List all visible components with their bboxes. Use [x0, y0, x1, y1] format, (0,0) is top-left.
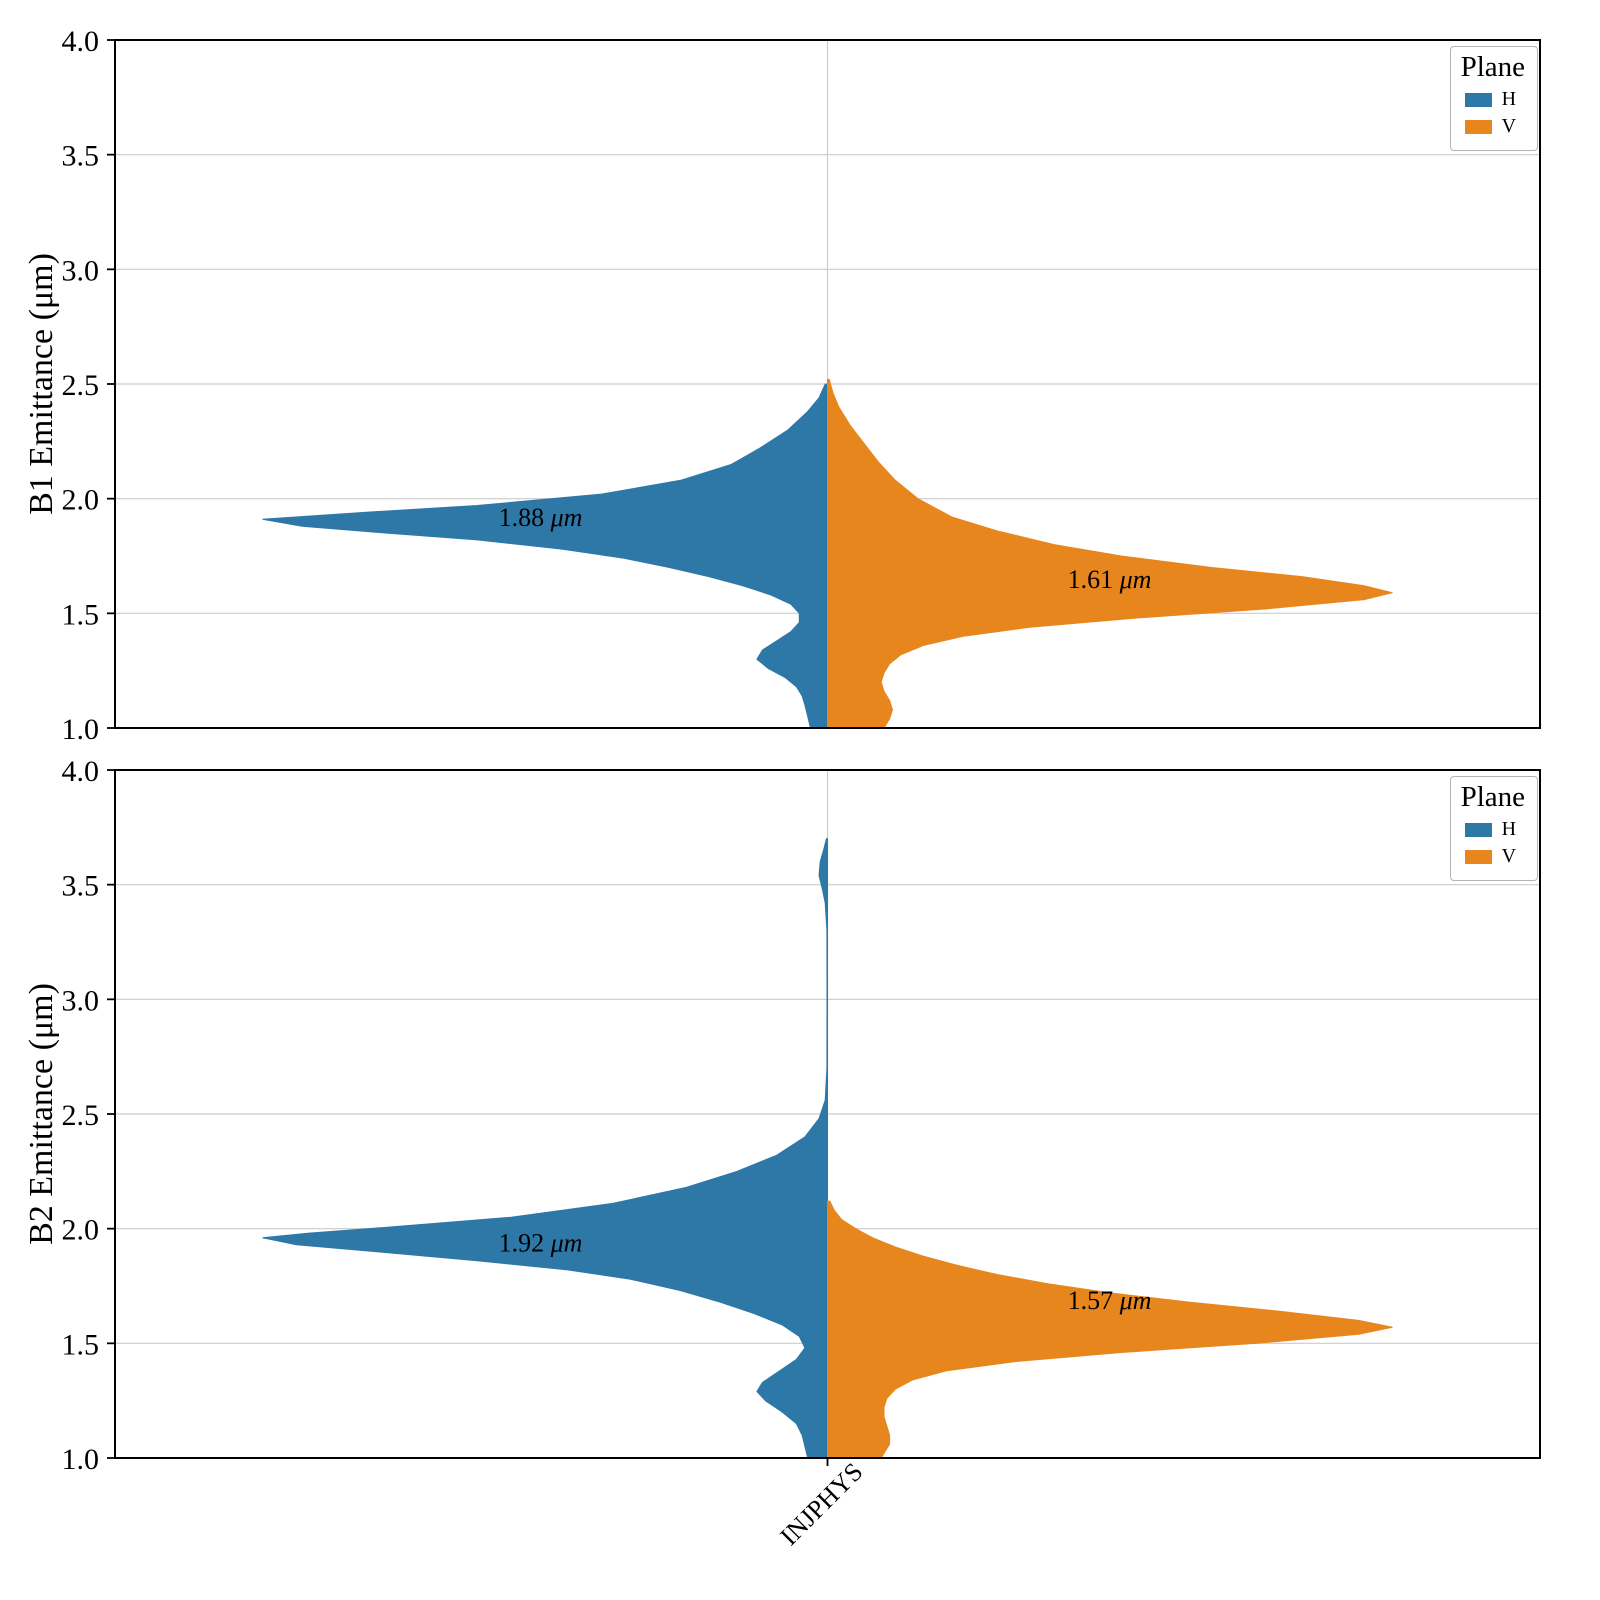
violin-v	[827, 1200, 1393, 1459]
y-tick-label: 1.0	[62, 1443, 100, 1476]
y-tick-label: 1.5	[62, 598, 100, 631]
y-tick-label: 3.5	[62, 870, 100, 903]
y-tick-label: 2.0	[62, 484, 100, 517]
y-tick-label: 2.5	[62, 369, 100, 402]
legend-label-h: H	[1501, 88, 1517, 110]
violin-h	[262, 838, 828, 1459]
legend-label-v: V	[1501, 115, 1517, 137]
y-tick-label: 3.0	[62, 254, 100, 287]
legend-entry-h: H	[1464, 818, 1525, 841]
violin-h	[262, 383, 828, 729]
x-tick-label: INJPHYS	[774, 1457, 868, 1551]
y-tick-label: 4.0	[62, 755, 100, 788]
y-tick-label: 2.0	[62, 1214, 100, 1247]
legend-title: Plane	[1460, 781, 1525, 813]
violin-v	[827, 378, 1393, 729]
y-tick-label: 3.0	[62, 984, 100, 1017]
y-tick-label: 1.5	[62, 1328, 100, 1361]
legend-swatch-v-icon	[1464, 119, 1492, 134]
legend-swatch-h-icon	[1464, 92, 1492, 107]
legend-entry-v: V	[1464, 115, 1525, 138]
legend-plot2: Plane H V	[1449, 776, 1538, 881]
mean-annotation-v: 1.57 μm	[1068, 1286, 1152, 1315]
legend-entry-h: H	[1464, 88, 1525, 111]
legend-swatch-v-icon	[1464, 849, 1492, 864]
mean-annotation-h: 1.92 μm	[499, 1228, 583, 1257]
subplot-1: 4.0 3.5 3.0 2.5 2.0 1.5 1.0 1.88 μm 1.61 μm	[62, 25, 1541, 746]
legend-plot1: Plane H V	[1449, 46, 1538, 151]
y-tick-label: 4.0	[62, 25, 100, 58]
legend-entry-v: V	[1464, 845, 1525, 868]
legend-title: Plane	[1460, 51, 1525, 83]
legend-label-h: H	[1501, 818, 1517, 840]
y-axis-label-b2: B2 Emittance (μm)	[23, 983, 60, 1245]
mean-annotation-h: 1.88 μm	[499, 503, 583, 532]
y-tick-label: 2.5	[62, 1099, 100, 1132]
legend-label-v: V	[1501, 845, 1517, 867]
y-tick-label: 3.5	[62, 140, 100, 173]
subplot-2: 4.0 3.5 3.0 2.5 2.0 1.5 1.0 1.92 μm 1.57 μm INJPH…	[62, 755, 1541, 1551]
y-axis-label-b1: B1 Emittance (μm)	[23, 253, 60, 515]
legend-swatch-h-icon	[1464, 822, 1492, 837]
y-tick-label: 1.0	[62, 713, 100, 746]
mean-annotation-v: 1.61 μm	[1068, 565, 1152, 594]
